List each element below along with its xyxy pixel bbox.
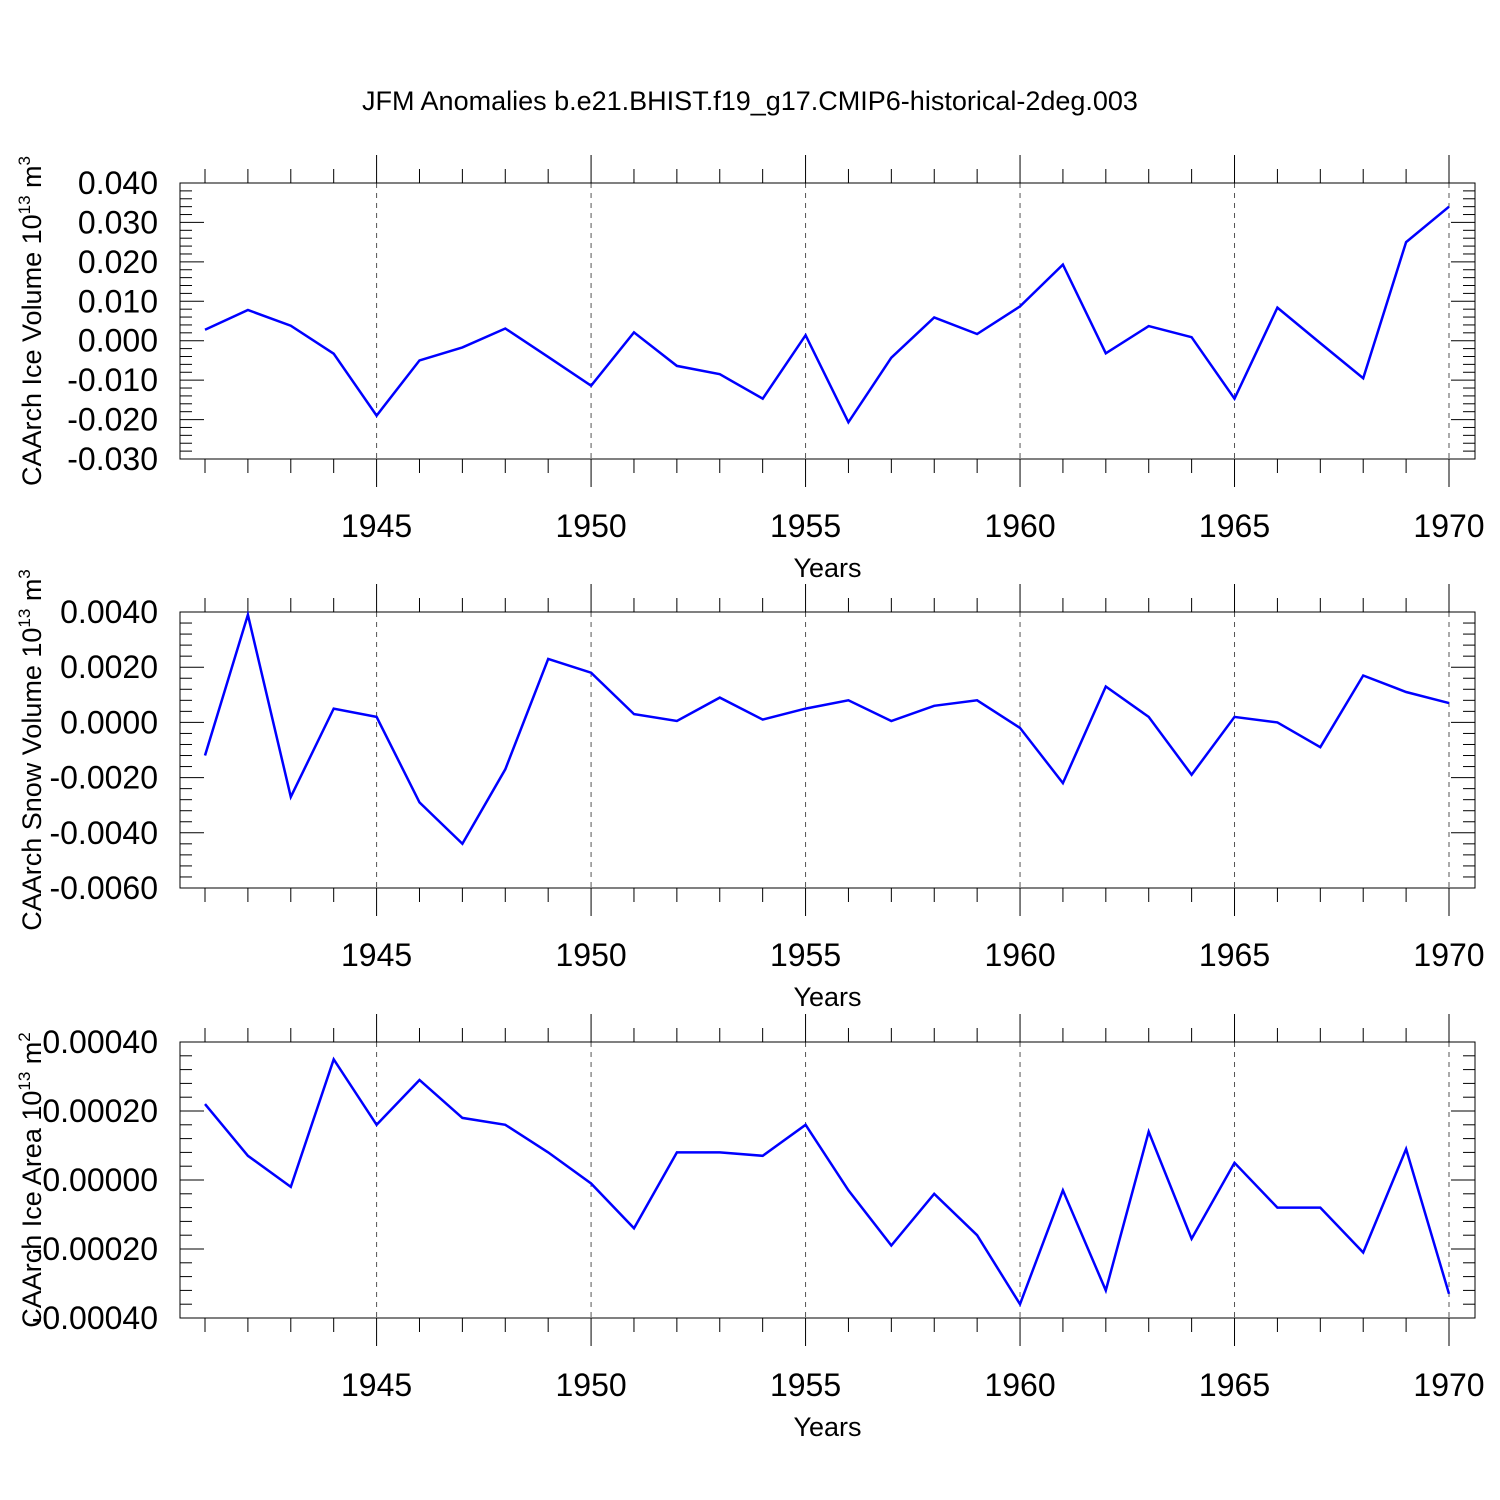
plot-frame: [179, 611, 1476, 889]
y-tick-label: -0.020: [67, 402, 158, 438]
y-axis-label-exponent: 13: [15, 609, 34, 628]
y-tick-label: 0.0000: [60, 704, 158, 740]
x-tick-label: 1955: [770, 508, 841, 544]
x-tick-label: 1965: [1199, 1367, 1270, 1403]
x-tick-label: 1950: [555, 937, 626, 973]
y-tick-label: 0.0040: [60, 594, 158, 630]
x-tick-label: 1945: [341, 508, 412, 544]
y-axis-label-text: CAArch Ice Area 10: [17, 1091, 47, 1328]
figure-title: JFM Anomalies b.e21.BHIST.f19_g17.CMIP6-…: [362, 86, 1138, 116]
y-axis-label: CAArch Snow Volume 1013 m3: [15, 569, 47, 931]
x-tick-label: 1950: [555, 508, 626, 544]
y-tick-label: 0.0020: [60, 649, 158, 685]
y-tick-label: 0.000: [78, 323, 158, 359]
y-axis-label-unit-exponent: 3: [15, 156, 34, 165]
y-tick-label: 0.00020: [42, 1093, 158, 1129]
x-tick-label: 1960: [984, 508, 1055, 544]
series-line: [203, 610, 1450, 846]
y-tick-label: -0.010: [67, 362, 158, 398]
y-tick-label: 0.00000: [42, 1162, 158, 1198]
x-tick-label: 1965: [1199, 508, 1270, 544]
y-axis-label: CAArch Ice Volume 1013 m3: [15, 156, 47, 486]
y-tick-label: 0.040: [78, 165, 158, 201]
y-tick-label: -0.0020: [49, 760, 158, 796]
y-tick-label: -0.0040: [49, 815, 158, 851]
y-axis-label-exponent: 13: [15, 195, 34, 214]
chart-panel-3: -0.00040 -0.00020 0.00000 0.00020 0.00040 194…: [15, 1014, 1485, 1442]
series-line: [204, 1056, 1451, 1308]
x-axis-label: Years: [793, 553, 861, 583]
series-line: [204, 205, 1450, 425]
x-tick-label: 1955: [770, 937, 841, 973]
y-tick-label: 0.030: [78, 204, 158, 240]
x-tick-label: 1945: [341, 1367, 412, 1403]
y-tick-label: -0.030: [67, 441, 158, 477]
panels: -0.030-0.020-0.0100.0000.0100.0200.0300.…: [15, 155, 1485, 1442]
plot-frame: [179, 1041, 1476, 1319]
y-axis-label-unit: m: [17, 1042, 47, 1072]
y-axis-label-unit-exponent: 3: [15, 569, 34, 578]
x-tick-label: 1945: [341, 937, 412, 973]
x-tick-label: 1965: [1199, 937, 1270, 973]
plot-frame: [179, 182, 1476, 460]
y-axis-label-unit: m: [17, 165, 47, 195]
y-axis-label-unit-exponent: 2: [15, 1032, 34, 1041]
x-axis-label: Years: [793, 982, 861, 1012]
y-axis-label: CAArch Ice Area 1013 m2: [15, 1032, 47, 1328]
x-axis-label: Years: [793, 1412, 861, 1442]
y-axis-label-unit: m: [17, 579, 47, 609]
y-tick-label: -0.0060: [49, 870, 158, 906]
x-tick-label: 1970: [1413, 508, 1484, 544]
x-tick-label: 1970: [1413, 937, 1484, 973]
y-tick-label: -0.00040: [32, 1300, 158, 1336]
y-tick-label: 0.020: [78, 244, 158, 280]
y-axis-label-exponent: 13: [15, 1072, 34, 1091]
x-tick-label: 1960: [984, 937, 1055, 973]
x-tick-label: 1955: [770, 1367, 841, 1403]
y-axis-label-text: CAArch Snow Volume 10: [17, 628, 47, 931]
y-tick-label: 0.00040: [42, 1024, 158, 1060]
x-tick-label: 1960: [984, 1367, 1055, 1403]
chart-panel-2: -0.0060 -0.0040 -0.0020 0.0000 0.0020 0.0040 1…: [15, 569, 1485, 1012]
y-tick-label: 0.010: [78, 283, 158, 319]
x-tick-label: 1970: [1413, 1367, 1484, 1403]
y-axis-label-text: CAArch Ice Volume 10: [17, 214, 47, 486]
y-tick-label: -0.00020: [32, 1231, 158, 1267]
x-tick-label: 1950: [555, 1367, 626, 1403]
